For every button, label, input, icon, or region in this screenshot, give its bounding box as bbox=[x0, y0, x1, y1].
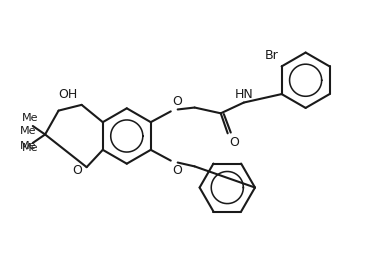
Text: Me: Me bbox=[22, 143, 39, 153]
Text: OH: OH bbox=[58, 88, 78, 101]
Text: Me: Me bbox=[20, 126, 36, 136]
Text: O: O bbox=[230, 136, 240, 149]
Text: O: O bbox=[172, 95, 183, 108]
Text: Me: Me bbox=[20, 141, 36, 151]
Text: Br: Br bbox=[265, 49, 279, 62]
Text: O: O bbox=[172, 165, 183, 177]
Text: Me: Me bbox=[22, 113, 39, 123]
Text: HN: HN bbox=[234, 88, 253, 101]
Text: O: O bbox=[72, 164, 82, 177]
